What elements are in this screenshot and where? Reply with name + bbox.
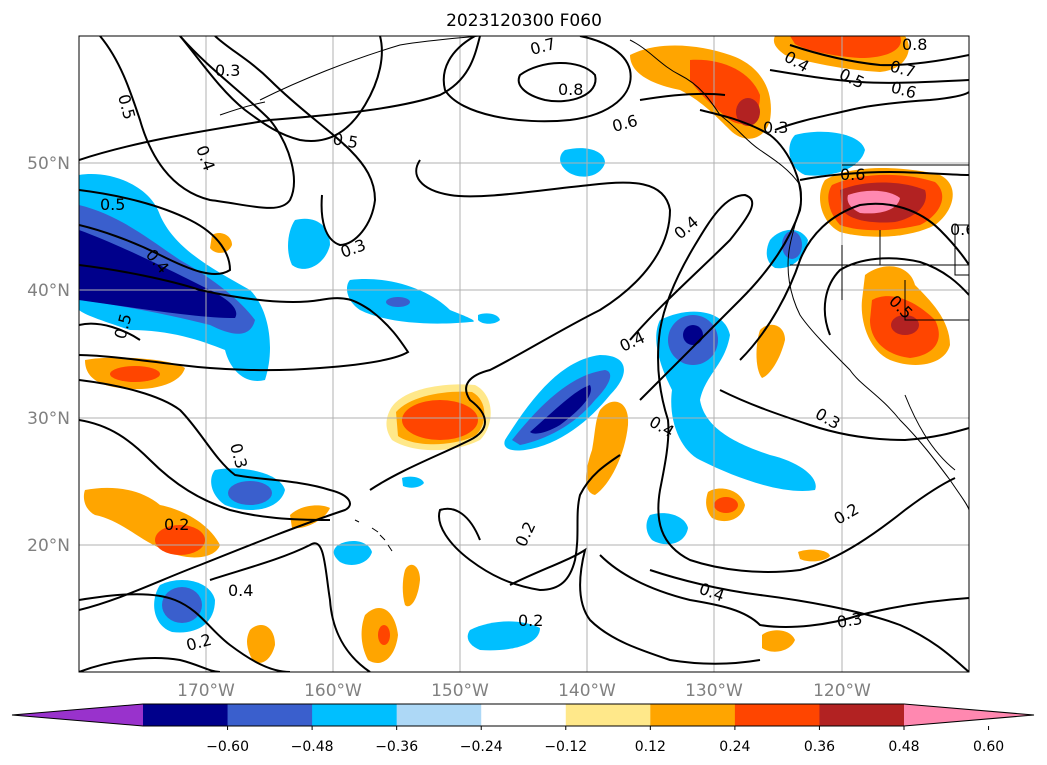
colorbar-outline	[11, 703, 1035, 727]
figure-title: 2023120300 F060	[446, 11, 602, 31]
lat-label: 30°N	[27, 409, 70, 429]
map-area: 0.3 0.7 0.8 0.6 0.5 0.4 0.8 0.7 0.6 0.5 …	[79, 34, 975, 672]
colorbar-tick-label: 0.12	[635, 739, 666, 755]
colorbar: −0.60 −0.48 −0.36 −0.24 −0.12 0.12 0.24 0.36 0.4…	[11, 703, 1035, 755]
lat-label: 20°N	[27, 536, 70, 556]
colorbar-tick-label: −0.60	[206, 739, 249, 755]
contour-label: 0.3	[763, 118, 788, 137]
colorbar-extend-low	[12, 704, 143, 726]
contour-label: 0.4	[228, 581, 253, 600]
colorbar-tick-label: 0.48	[888, 739, 919, 755]
colorbar-tick-label: −0.24	[460, 739, 503, 755]
colorbar-extend-high	[904, 704, 1034, 726]
map-frame	[78, 35, 970, 673]
longitude-labels: 170°W 160°W 150°W 140°W 130°W 120°W	[177, 681, 871, 701]
lon-label: 150°W	[431, 681, 489, 701]
contour-label: 0.6	[840, 165, 865, 184]
contour-label: 0.3	[835, 609, 863, 632]
colorbar-segment	[819, 704, 905, 726]
lon-label: 130°W	[685, 681, 743, 701]
lat-label: 50°N	[27, 154, 70, 174]
contour-label: 0.5	[331, 129, 359, 152]
contour-label: 0.6	[950, 220, 975, 239]
colorbar-tick-label: −0.48	[291, 739, 334, 755]
latitude-labels: 50°N 40°N 30°N 20°N	[27, 154, 70, 556]
lon-label: 160°W	[304, 681, 362, 701]
contour-label: 0.8	[902, 35, 927, 54]
colorbar-tick-label: 0.36	[804, 739, 835, 755]
contour-lines	[79, 36, 969, 672]
lon-label: 120°W	[813, 681, 871, 701]
colorbar-tick-label: 0.60	[973, 739, 1004, 755]
contour-label: 0.7	[528, 34, 558, 59]
lon-label: 140°W	[558, 681, 616, 701]
contour-label: 0.2	[518, 611, 543, 630]
colorbar-segment	[650, 704, 736, 726]
colorbar-tick-label: −0.12	[544, 739, 587, 755]
colorbar-segment	[312, 704, 398, 726]
colorbar-segment	[481, 704, 567, 726]
lon-label: 170°W	[177, 681, 235, 701]
lat-label: 40°N	[27, 281, 70, 301]
colorbar-segment	[396, 704, 482, 726]
colorbar-segment	[565, 704, 651, 726]
colorbar-tick-label: −0.36	[375, 739, 418, 755]
contour-label: 0.5	[100, 195, 125, 214]
coastlines	[219, 36, 969, 552]
contour-label: 0.3	[215, 61, 240, 80]
colorbar-segment	[143, 704, 229, 726]
colorbar-segment	[734, 704, 820, 726]
colorbar-segment	[227, 704, 313, 726]
colorbar-tick-label: 0.24	[719, 739, 750, 755]
contour-label: 0.8	[558, 80, 583, 99]
graticule	[79, 36, 969, 672]
contour-label: 0.2	[164, 515, 189, 534]
